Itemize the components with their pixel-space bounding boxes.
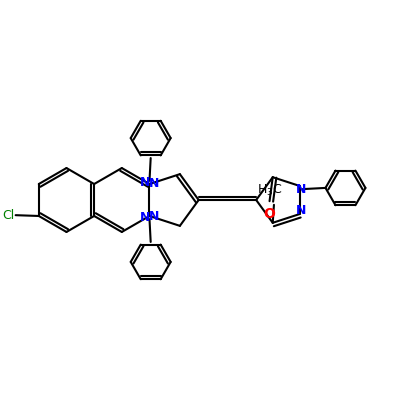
Text: N: N [149,210,159,223]
Text: N: N [140,176,150,189]
Text: N: N [296,184,307,196]
Text: N: N [140,211,150,224]
Text: N: N [149,177,159,190]
Text: Cl: Cl [2,209,14,222]
Text: O: O [264,207,276,221]
Text: N: N [296,204,307,217]
Text: H$_3$C: H$_3$C [257,182,283,198]
